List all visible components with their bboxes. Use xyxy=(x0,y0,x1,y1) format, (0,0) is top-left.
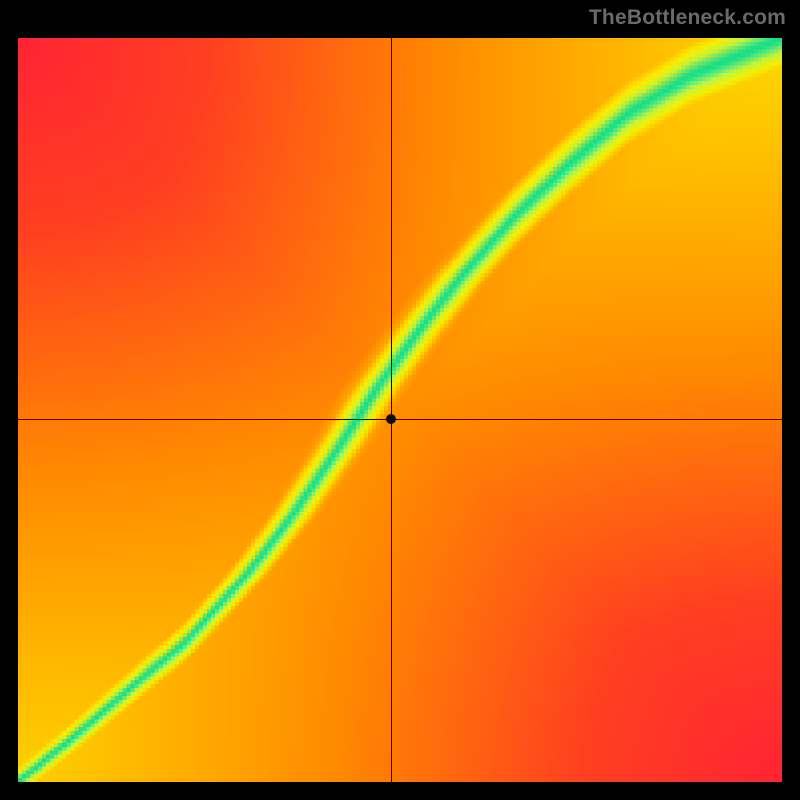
chart-area xyxy=(18,38,782,782)
crosshair-vertical xyxy=(391,38,392,782)
chart-container: TheBottleneck.com xyxy=(0,0,800,800)
crosshair-horizontal xyxy=(18,419,782,420)
bottleneck-heatmap xyxy=(18,38,782,782)
marker-dot xyxy=(386,414,396,424)
watermark-text: TheBottleneck.com xyxy=(589,6,786,30)
